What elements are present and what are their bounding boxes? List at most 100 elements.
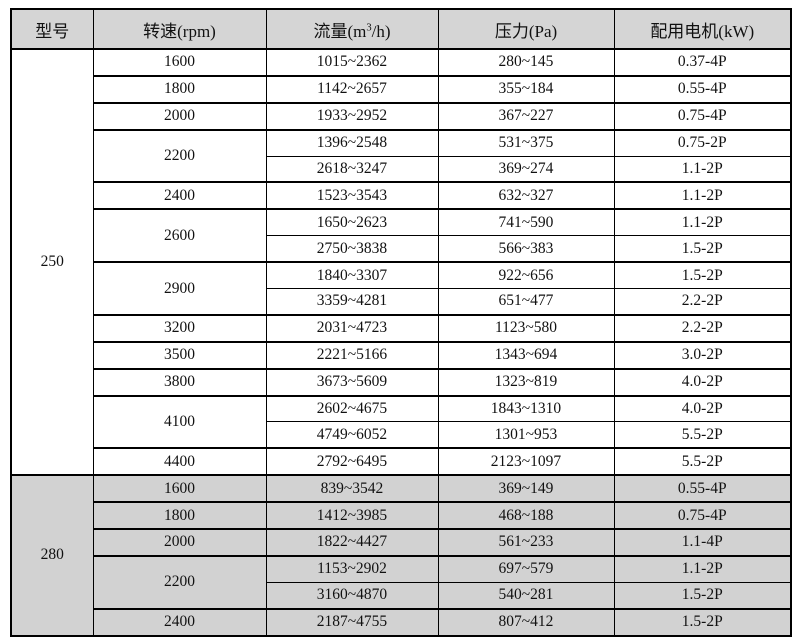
table-header: 型号 转速(rpm) 流量(m3/h) 压力(Pa) 配用电机(kW) <box>10 8 792 50</box>
flow-cell: 1153~2902 <box>265 554 439 583</box>
superscript: 3 <box>366 21 372 33</box>
flow-cell: 1840~3307 <box>265 261 439 290</box>
motor-cell: 1.5-2P <box>613 581 792 610</box>
table-row: 2750~3838 566~383 1.5-2P <box>11 235 792 263</box>
model-cell: 250 <box>10 47 94 476</box>
model-cell: 280 <box>10 474 94 637</box>
flow-cell: 3359~4281 <box>265 288 439 316</box>
pressure-cell: 540~281 <box>437 581 615 610</box>
flow-cell: 2618~3247 <box>265 155 439 183</box>
pressure-cell: 632~327 <box>437 181 615 210</box>
motor-cell: 2.2-2P <box>613 288 792 316</box>
speed-cell: 4400 <box>92 447 267 476</box>
table-row: 4400 2792~6495 2123~1097 5.5-2P <box>11 447 792 476</box>
speed-cell: 1800 <box>92 501 267 530</box>
pressure-cell: 566~383 <box>437 235 615 263</box>
col-header-flow: 流量(m3/h) <box>265 8 439 50</box>
motor-cell: 1.1-2P <box>613 554 792 583</box>
flow-cell: 1412~3985 <box>265 501 439 530</box>
speed-cell: 2200 <box>92 128 267 183</box>
motor-cell: 5.5-2P <box>613 447 792 476</box>
pressure-cell: 741~590 <box>437 208 615 237</box>
motor-cell: 0.55-4P <box>613 74 792 104</box>
table-row: 2000 1933~2952 367~227 0.75-4P <box>11 101 792 131</box>
flow-cell: 1523~3543 <box>265 181 439 210</box>
table-row: 4100 2602~4675 1843~1310 4.0-2P <box>11 394 792 449</box>
pressure-cell: 807~412 <box>437 607 615 637</box>
pressure-cell: 367~227 <box>437 101 615 131</box>
speed-cell: 2600 <box>92 208 267 263</box>
pressure-cell: 1323~819 <box>437 367 615 397</box>
speed-cell: 1800 <box>92 74 267 104</box>
pressure-cell: 369~149 <box>437 474 615 503</box>
flow-cell: 2750~3838 <box>265 235 439 263</box>
table-row: 1800 1142~2657 355~184 0.55-4P <box>11 74 792 104</box>
speed-cell: 2000 <box>92 528 267 557</box>
flow-cell: 2187~4755 <box>265 607 439 637</box>
table-row: 2000 1822~4427 561~233 1.1-4P <box>11 528 792 557</box>
motor-cell: 1.1-2P <box>613 208 792 237</box>
speed-cell: 3500 <box>92 340 267 370</box>
table-row: 2618~3247 369~274 1.1-2P <box>11 155 792 183</box>
col-header-pressure: 压力(Pa) <box>437 8 615 50</box>
table-row: 2200 1153~2902 697~579 1.1-2P <box>11 554 792 610</box>
table-row: 2600 1650~2623 741~590 1.1-2P <box>11 208 792 263</box>
pressure-cell: 531~375 <box>437 128 615 157</box>
table-row: 3160~4870 540~281 1.5-2P <box>11 581 792 610</box>
pressure-cell: 651~477 <box>437 288 615 316</box>
motor-cell: 1.1-4P <box>613 528 792 557</box>
flow-cell: 839~3542 <box>265 474 439 503</box>
motor-cell: 1.5-2P <box>613 261 792 290</box>
table-row: 3500 2221~5166 1343~694 3.0-2P <box>11 340 792 370</box>
flow-cell: 3160~4870 <box>265 581 439 610</box>
motor-cell: 5.5-2P <box>613 421 792 449</box>
pressure-cell: 697~579 <box>437 554 615 583</box>
table-row: 280 1600 839~3542 369~149 0.55-4P <box>10 474 792 637</box>
fan-spec-table: 型号 转速(rpm) 流量(m3/h) 压力(Pa) 配用电机(kW) 250 1600 1… <box>10 8 792 637</box>
flow-cell: 1933~2952 <box>265 101 439 131</box>
flow-cell: 2031~4723 <box>265 313 439 343</box>
flow-cell: 2602~4675 <box>265 394 439 423</box>
motor-cell: 4.0-2P <box>613 394 792 423</box>
pressure-cell: 2123~1097 <box>437 447 615 476</box>
motor-cell: 3.0-2P <box>613 340 792 370</box>
table-row: 1800 1412~3985 468~188 0.75-4P <box>11 501 792 530</box>
flow-cell: 1142~2657 <box>265 74 439 104</box>
speed-cell: 2400 <box>92 607 267 637</box>
pressure-cell: 1343~694 <box>437 340 615 370</box>
flow-cell: 3673~5609 <box>265 367 439 397</box>
speed-cell: 3800 <box>92 367 267 397</box>
motor-cell: 0.75-4P <box>613 501 792 530</box>
flow-cell: 2221~5166 <box>265 340 439 370</box>
pressure-cell: 922~656 <box>437 261 615 290</box>
flow-cell: 2792~6495 <box>265 447 439 476</box>
flow-cell: 4749~6052 <box>265 421 439 449</box>
pressure-cell: 561~233 <box>437 528 615 557</box>
table-row: 2900 1840~3307 922~656 1.5-2P <box>11 261 792 316</box>
speed-cell: 2000 <box>92 101 267 131</box>
speed-cell: 2900 <box>92 261 267 316</box>
table-row: 2400 2187~4755 807~412 1.5-2P <box>11 607 792 637</box>
header-row: 型号 转速(rpm) 流量(m3/h) 压力(Pa) 配用电机(kW) <box>10 8 792 50</box>
col-header-motor: 配用电机(kW) <box>613 8 792 50</box>
speed-cell: 1600 <box>92 474 267 503</box>
col-header-model: 型号 <box>10 8 94 50</box>
flow-cell: 1396~2548 <box>265 128 439 157</box>
table-row: 2400 1523~3543 632~327 1.1-2P <box>11 181 792 210</box>
pressure-cell: 1301~953 <box>437 421 615 449</box>
pressure-cell: 1843~1310 <box>437 394 615 423</box>
pressure-cell: 355~184 <box>437 74 615 104</box>
flow-cell: 1015~2362 <box>265 48 439 77</box>
col-header-speed: 转速(rpm) <box>92 8 267 50</box>
table-row: 250 1600 1015~2362 280~145 0.37-4P <box>10 47 792 476</box>
table-row: 3359~4281 651~477 2.2-2P <box>11 288 792 316</box>
pressure-cell: 468~188 <box>437 501 615 530</box>
speed-cell: 1600 <box>92 48 267 77</box>
motor-cell: 1.1-2P <box>613 181 792 210</box>
motor-cell: 0.75-4P <box>613 101 792 131</box>
speed-cell: 3200 <box>92 313 267 343</box>
motor-cell: 4.0-2P <box>613 367 792 397</box>
motor-cell: 0.75-2P <box>613 128 792 157</box>
table-row: 2200 1396~2548 531~375 0.75-2P <box>11 128 792 183</box>
